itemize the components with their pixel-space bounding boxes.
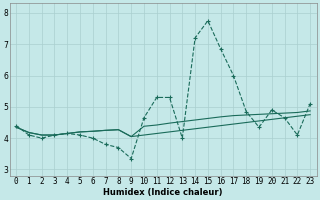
- X-axis label: Humidex (Indice chaleur): Humidex (Indice chaleur): [103, 188, 223, 197]
